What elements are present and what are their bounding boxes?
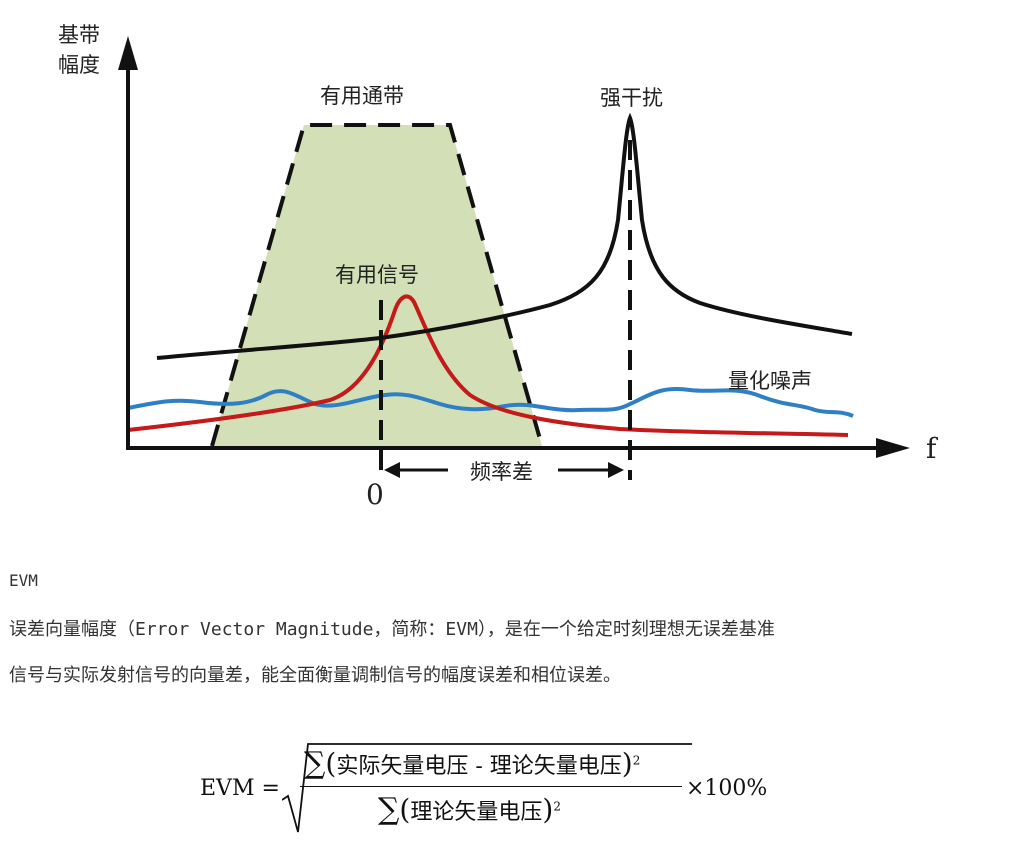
interference-label: 强干扰 xyxy=(600,86,663,110)
baseband-spectrum-figure: 基带 幅度 f 0 有用通带 有用信号 强干扰 量化噪声 频率差 xyxy=(58,23,939,511)
x-axis-arrow xyxy=(876,438,910,458)
paren-open-denominator: ( xyxy=(399,793,411,826)
formula-multiplier: ×100% xyxy=(686,776,768,801)
fraction-bar xyxy=(300,786,682,787)
denominator-inner: 理论矢量电压 xyxy=(410,800,543,825)
formula-denominator: ∑(理论矢量电压)2 xyxy=(378,792,561,827)
paren-open-numerator: ( xyxy=(325,747,337,780)
passband-outline xyxy=(210,123,544,447)
useful-signal-curve xyxy=(127,294,849,437)
numerator-inner: 实际矢量电压 - 理论矢量电压 xyxy=(336,754,622,779)
evm-formula: EVM = ∑(实际矢量电压 - 理论矢量电压)2 ∑(理论矢量电压)2 ×10… xyxy=(200,740,780,836)
paren-close-denominator: ) xyxy=(542,793,554,826)
formula-numerator: ∑(实际矢量电压 - 理论矢量电压)2 xyxy=(304,746,640,781)
passband-trapezoid xyxy=(212,125,542,446)
freq-diff-label: 频率差 xyxy=(470,460,533,484)
freq-diff-arrowhead-left xyxy=(384,462,400,478)
quantization-noise-curve xyxy=(127,387,854,418)
formula-lhs: EVM = xyxy=(200,776,280,801)
passband-label: 有用通带 xyxy=(320,84,404,108)
paragraph-line-1: 误差向量幅度（Error Vector Magnitude，简称：EVM），是在… xyxy=(9,619,775,640)
section-title: EVM xyxy=(9,571,38,590)
y-axis-arrow xyxy=(118,36,138,70)
denominator-exponent: 2 xyxy=(553,799,561,814)
paren-close-numerator: ) xyxy=(621,747,633,780)
noise-label: 量化噪声 xyxy=(728,369,812,393)
paragraph-line-2: 信号与实际发射信号的向量差，能全面衡量调制信号的幅度误差和相位误差。 xyxy=(9,665,621,686)
numerator-exponent: 2 xyxy=(632,753,641,768)
sum-symbol-numerator: ∑ xyxy=(304,746,326,781)
sum-symbol-denominator: ∑ xyxy=(378,792,400,827)
radical-sign xyxy=(282,743,692,833)
freq-diff-arrowhead-right xyxy=(608,462,624,478)
y-axis-label-line1: 基带 xyxy=(58,23,100,47)
signal-label: 有用信号 xyxy=(335,263,419,287)
x-axis-label: f xyxy=(926,432,939,465)
y-axis-label-line2: 幅度 xyxy=(58,53,100,77)
origin-label: 0 xyxy=(366,478,384,511)
